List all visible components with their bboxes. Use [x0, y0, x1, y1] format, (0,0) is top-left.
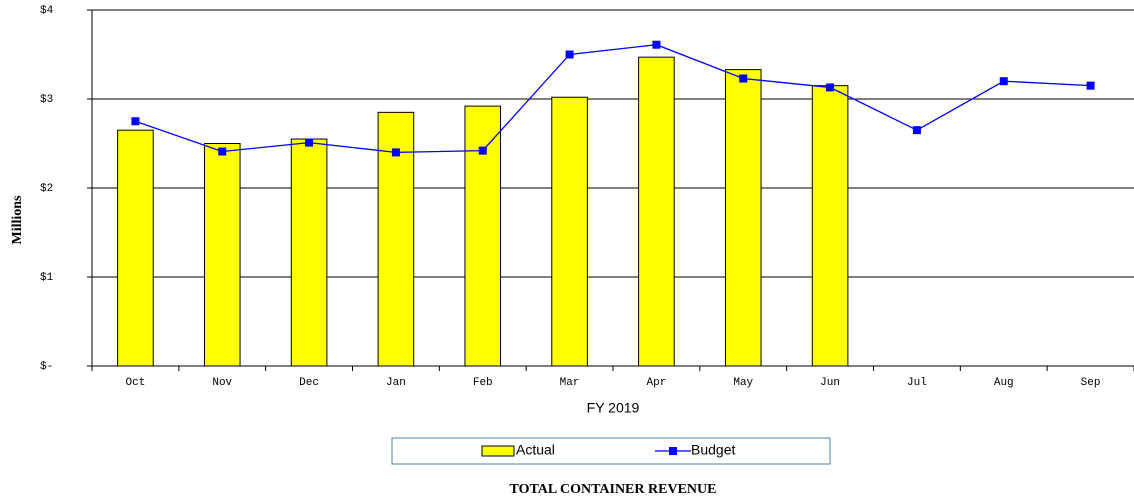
- x-tick-label: Jul: [907, 377, 927, 389]
- line-marker: [912, 126, 921, 135]
- chart-title: TOTAL CONTAINER REVENUE: [510, 482, 717, 497]
- line-marker: [652, 40, 661, 49]
- bar: [117, 129, 154, 367]
- x-tick-label: Jun: [820, 377, 840, 389]
- line-marker: [565, 50, 574, 59]
- legend-label: Actual: [516, 442, 555, 458]
- line-marker: [131, 117, 140, 126]
- line-marker: [826, 83, 835, 92]
- y-tick-label: $2: [40, 183, 53, 195]
- x-tick-label: Apr: [647, 377, 667, 389]
- y-tick-label: $-: [40, 361, 53, 373]
- y-tick-label: $3: [40, 94, 53, 106]
- x-tick-label: Aug: [994, 377, 1014, 389]
- y-axis-label: Millions: [10, 195, 25, 245]
- x-tick-label: Oct: [126, 377, 146, 389]
- x-tick-label: Mar: [560, 377, 580, 389]
- bar: [290, 138, 328, 367]
- legend-label: Budget: [691, 442, 735, 458]
- line: [135, 44, 1091, 154]
- x-tick-label: Sep: [1081, 377, 1101, 389]
- bar: [638, 56, 675, 367]
- bar: [811, 85, 849, 367]
- line-marker: [739, 74, 748, 83]
- bar: [203, 143, 241, 367]
- x-tick-label: Nov: [212, 377, 232, 389]
- legend-swatch: [481, 445, 515, 457]
- line-marker: [478, 146, 487, 155]
- legend-box: [391, 437, 831, 465]
- line-marker: [1086, 81, 1095, 90]
- y-tick-label: $1: [40, 272, 54, 284]
- y-tick-label: $4: [40, 5, 54, 17]
- x-tick-label: Dec: [299, 377, 319, 389]
- line-marker: [218, 147, 227, 156]
- x-tick-label: Feb: [473, 377, 493, 389]
- line-marker: [999, 77, 1008, 86]
- line-marker: [391, 148, 400, 157]
- x-tick-label: Jan: [386, 377, 406, 389]
- bar: [724, 69, 762, 367]
- legend-swatch: [669, 447, 677, 455]
- x-tick-label: May: [733, 377, 753, 389]
- x-axis-label: FY 2019: [587, 400, 640, 416]
- line-marker: [305, 138, 314, 147]
- bar: [464, 105, 502, 367]
- bar: [551, 96, 588, 367]
